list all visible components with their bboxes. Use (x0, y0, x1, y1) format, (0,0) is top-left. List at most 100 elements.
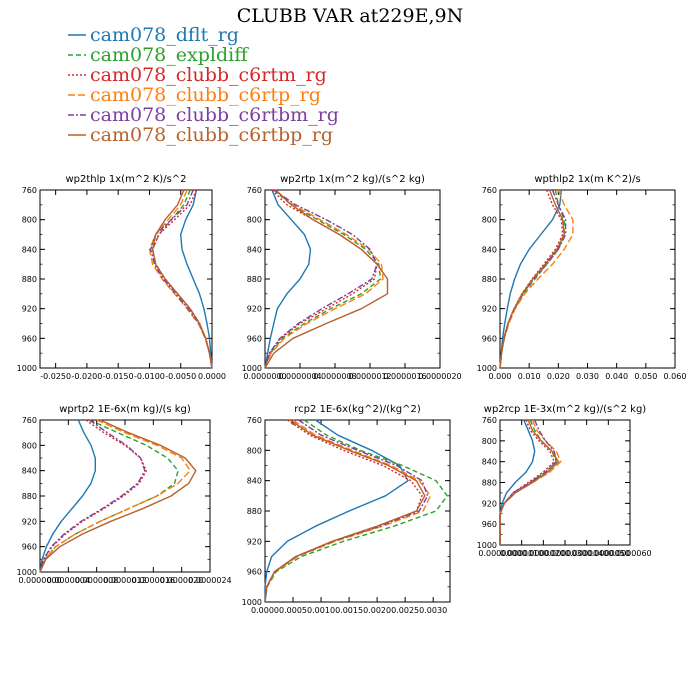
panel-title: wpthlp2 1x(m K^2)/s (534, 174, 640, 185)
x-tick-label: 0.0000040 (565, 549, 608, 558)
legend-entry: cam078_clubb_c6rtbm_rg (68, 104, 339, 126)
y-tick-label: 800 (482, 437, 497, 446)
x-tick-label: 0.0000 (198, 372, 226, 381)
y-tick-label: 960 (247, 568, 262, 577)
y-tick-label: 960 (482, 520, 497, 529)
y-tick-label: 800 (482, 216, 497, 225)
y-tick-label: 880 (482, 275, 497, 284)
x-tick-label: 0.0000008 (313, 372, 356, 381)
legend-label: cam078_clubb_c6rtp_rg (90, 84, 321, 106)
y-tick-label: 1000 (242, 598, 262, 607)
x-tick-label: 0.0000020 (418, 372, 461, 381)
plot-frame (499, 189, 676, 369)
legend-label: cam078_clubb_c6rtbm_rg (90, 104, 339, 126)
series-line-cam078_clubb_c6rtm_rg (499, 419, 555, 545)
series-line-cam078_dflt_rg (499, 189, 562, 369)
y-tick-label: 880 (482, 479, 497, 488)
panels: wp2thlp 1x(m^2 K)/s^2 760 800 840 880 920 960 1… (17, 174, 687, 615)
panel-title: wprtp2 1E-6x(m kg)/(s kg) (59, 404, 191, 415)
series-line-cam078_clubb_c6rtp_rg (264, 189, 384, 369)
panel-title: rcp2 1E-6x(kg^2)/(kg^2) (294, 404, 421, 415)
series-line-cam078_expldiff (499, 189, 565, 369)
y-tick-label: 920 (482, 499, 497, 508)
x-tick-label: 0.0000012 (348, 372, 391, 381)
y-tick-label: 800 (22, 441, 37, 450)
series-line-cam078_dflt_rg (39, 419, 97, 573)
y-tick-label: 760 (22, 416, 37, 425)
series-line-cam078_clubb_c6rtbm_rg (149, 189, 213, 369)
series-line-cam078_expldiff (264, 189, 382, 369)
x-tick-label: 0.060 (664, 372, 687, 381)
y-tick-label: 840 (482, 245, 497, 254)
x-tick-label: 0.0000024 (188, 576, 231, 585)
figure-title: CLUBB VAR at229E,9N (237, 5, 463, 27)
legend-label: cam078_expldiff (90, 44, 249, 66)
x-tick-label: 0.0000030 (543, 549, 586, 558)
x-tick-label: 0.0000000 (243, 372, 286, 381)
series-line-cam078_clubb_c6rtbp_rg (264, 419, 426, 603)
x-tick-label: 0.0000000 (18, 576, 61, 585)
series-line-cam078_clubb_c6rtbp_rg (39, 419, 197, 573)
y-tick-label: 960 (482, 334, 497, 343)
y-tick-label: 880 (247, 507, 262, 516)
y-tick-label: 840 (22, 467, 37, 476)
y-tick-label: 800 (247, 446, 262, 455)
x-tick-label: 0.0000010 (500, 549, 543, 558)
series-line-cam078_dflt_rg (264, 419, 409, 602)
series-line-cam078_clubb_c6rtbm_rg (264, 189, 378, 369)
panel-5: rcp2 1E-6x(kg^2)/(kg^2) 760 800 840 880 920 96… (242, 404, 451, 615)
x-tick-label: 0.0030 (419, 606, 447, 615)
x-tick-label: 0.010 (518, 372, 541, 381)
legend-entry: cam078_expldiff (68, 44, 249, 66)
series-line-cam078_clubb_c6rtbp_rg (151, 189, 213, 369)
x-tick-label: 0.0000012 (103, 576, 146, 585)
y-tick-label: 960 (22, 543, 37, 552)
x-tick-label: -0.0150 (103, 372, 134, 381)
y-tick-label: 880 (22, 492, 37, 501)
panel-2: wp2rtp 1x(m^2 kg)/(s^2 kg) 760 800 840 880 92… (242, 174, 462, 381)
legend-entry: cam078_clubb_c6rtbp_rg (68, 124, 333, 146)
x-tick-label: 0.0000020 (522, 549, 565, 558)
y-tick-label: 1000 (17, 364, 37, 373)
x-tick-label: 0.0000016 (132, 576, 175, 585)
x-tick-label: 0.0000000 (478, 549, 521, 558)
y-tick-label: 920 (247, 537, 262, 546)
panel-1: wp2thlp 1x(m^2 K)/s^2 760 800 840 880 920 960 1… (17, 174, 226, 381)
series-line-cam078_clubb_c6rtbp_rg (264, 189, 389, 369)
y-tick-label: 760 (247, 186, 262, 195)
x-tick-label: 0.0000060 (608, 549, 651, 558)
plot-frame (264, 419, 451, 603)
panel-title: wp2rcp 1E-3x(m^2 kg)/(s^2 kg) (484, 404, 647, 415)
series-line-cam078_clubb_c6rtbm_rg (39, 419, 146, 573)
legend-label: cam078_dflt_rg (90, 24, 239, 46)
panel-4: wprtp2 1E-6x(m kg)/(s kg) 760 800 840 880 920… (17, 404, 232, 585)
series-line-cam078_clubb_c6rtbp_rg (499, 419, 560, 545)
y-tick-label: 840 (482, 458, 497, 467)
x-tick-label: 0.0000050 (587, 549, 630, 558)
y-tick-label: 1000 (17, 568, 37, 577)
x-tick-label: -0.0050 (165, 372, 196, 381)
series-line-cam078_clubb_c6rtp_rg (148, 189, 213, 369)
y-tick-label: 800 (247, 216, 262, 225)
series-line-cam078_dflt_rg (264, 189, 312, 369)
series-line-cam078_clubb_c6rtp_rg (39, 419, 191, 573)
y-tick-label: 1000 (242, 364, 262, 373)
legend-label: cam078_clubb_c6rtm_rg (90, 64, 327, 86)
x-tick-label: 0.000 (489, 372, 512, 381)
x-tick-label: 0.0010 (307, 606, 335, 615)
panel-title: wp2rtp 1x(m^2 kg)/(s^2 kg) (280, 174, 425, 185)
y-tick-label: 920 (482, 305, 497, 314)
x-tick-label: -0.0100 (134, 372, 165, 381)
x-tick-label: -0.0200 (71, 372, 102, 381)
x-tick-label: 0.0000016 (383, 372, 426, 381)
y-tick-label: 960 (247, 334, 262, 343)
legend-entry: cam078_clubb_c6rtp_rg (68, 84, 321, 106)
y-tick-label: 920 (247, 305, 262, 314)
panel-title: wp2thlp 1x(m^2 K)/s^2 (65, 174, 186, 185)
y-tick-label: 920 (22, 517, 37, 526)
x-tick-label: 0.0000020 (160, 576, 203, 585)
y-tick-label: 760 (482, 416, 497, 425)
x-tick-label: 0.0015 (335, 606, 363, 615)
series-line-cam078_clubb_c6rtbp_rg (499, 189, 565, 369)
